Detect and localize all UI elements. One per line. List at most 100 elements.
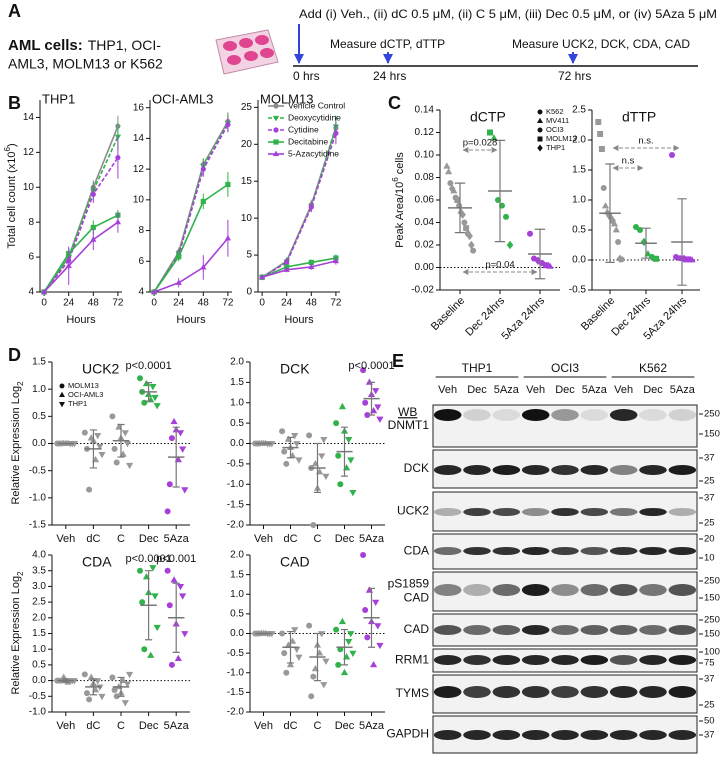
y-tick-label: 0.0 — [230, 628, 244, 639]
x-tick-label: Veh — [254, 720, 273, 732]
data-point — [610, 220, 619, 227]
data-point — [65, 262, 72, 268]
x-tick-label: 72 — [222, 298, 234, 309]
data-point — [454, 197, 461, 203]
blot-band — [668, 686, 697, 698]
data-point — [376, 416, 384, 423]
y-tick-label: 10 — [133, 194, 145, 205]
x-tick-label: Dec — [139, 720, 159, 732]
x-tick-label: 72 — [112, 298, 124, 309]
row-label: pS1859 — [388, 577, 430, 591]
y-tick-label: 1.5 — [230, 377, 244, 388]
chart-title: OCI-AML3 — [152, 91, 213, 106]
data-point — [306, 622, 313, 629]
data-point — [615, 239, 622, 245]
lane-label: 5Aza — [494, 384, 520, 396]
blot-band — [492, 508, 521, 516]
blot-band — [463, 730, 491, 740]
x-tick-label: dC — [86, 720, 100, 732]
data-point — [318, 631, 326, 638]
data-point — [90, 236, 97, 242]
blot-band — [521, 547, 550, 555]
data-point — [268, 631, 276, 638]
data-point — [653, 255, 659, 262]
mw-label: 250 — [704, 576, 720, 587]
lane-label: Dec — [467, 384, 487, 396]
panel-label: A — [8, 1, 21, 21]
chart-title: CAD — [280, 554, 310, 570]
legend-label: K562 — [546, 107, 564, 116]
data-point — [179, 593, 187, 600]
y-axis-label-part: Peak Area/10 — [394, 182, 406, 248]
data-point — [225, 121, 231, 128]
data-point — [337, 481, 344, 488]
chart-title: MOLM13 — [260, 91, 313, 106]
data-point — [372, 388, 380, 395]
y-tick-label: -1.0 — [29, 492, 47, 503]
sd-bar — [534, 228, 546, 280]
blot-band — [463, 409, 491, 421]
data-point — [543, 262, 549, 269]
y-tick-label: 1.0 — [230, 589, 244, 600]
y-tick-label: 4 — [138, 287, 144, 298]
data-point — [612, 226, 620, 233]
blot-band — [433, 508, 462, 516]
data-point — [86, 696, 93, 703]
blot-band — [609, 465, 638, 475]
y-axis-label-part: 2 — [16, 381, 25, 386]
mw-label: 150 — [704, 629, 720, 640]
data-point — [174, 654, 182, 662]
data-point — [546, 262, 554, 269]
y-tick-label: 2.5 — [572, 105, 586, 116]
y-tick-label: 1.5 — [32, 628, 46, 639]
blot-band — [433, 686, 462, 698]
sd-bar — [145, 382, 153, 402]
sd-bar — [494, 139, 506, 243]
data-point — [87, 673, 95, 680]
series-line — [153, 237, 229, 293]
data-point — [345, 638, 353, 646]
blot-band — [609, 730, 638, 740]
data-point — [338, 402, 346, 410]
y-tick-label: 2.5 — [32, 597, 46, 608]
data-point — [506, 240, 514, 250]
y-tick-label: 0.14 — [415, 105, 435, 116]
legend-marker — [59, 383, 65, 389]
chart-title: THP1 — [42, 91, 75, 106]
blot-band — [521, 625, 550, 635]
blot-band — [433, 547, 462, 555]
y-tick-label: 0 — [246, 287, 252, 298]
data-point — [374, 404, 382, 411]
data-point — [153, 624, 161, 632]
series-line — [43, 214, 119, 293]
data-point — [176, 430, 185, 437]
panel-labels: A B C D E — [8, 1, 404, 371]
blot-band — [639, 655, 667, 665]
legend-marker — [273, 127, 279, 133]
data-point — [181, 631, 189, 638]
blot-band — [668, 655, 697, 665]
data-point — [466, 231, 473, 241]
plate-icon — [215, 29, 279, 75]
x-tick-label: 48 — [198, 298, 210, 309]
y-tick-label: -2.0 — [227, 520, 245, 531]
data-point — [147, 651, 155, 658]
mw-label: 37 — [704, 730, 715, 741]
data-point — [179, 446, 187, 453]
legend-label: Vehicle Control — [288, 100, 345, 110]
y-tick-label: 10 — [241, 213, 253, 224]
y-axis-label-part: ) — [6, 143, 18, 147]
data-point — [318, 453, 326, 460]
x-tick-label: dC — [86, 533, 100, 545]
data-point — [685, 256, 691, 263]
blot-band — [580, 625, 609, 635]
panel-label: C — [388, 93, 401, 113]
blot-band — [521, 465, 550, 475]
data-point — [150, 288, 158, 295]
y-tick-label: 16 — [133, 102, 145, 113]
data-point — [322, 658, 330, 665]
cells-line: AML3, MOLM13 or K562 — [8, 56, 163, 72]
y-axis-label-part: 6 — [391, 177, 400, 182]
data-point — [618, 256, 625, 263]
y-tick-label: 1.5 — [572, 165, 586, 176]
